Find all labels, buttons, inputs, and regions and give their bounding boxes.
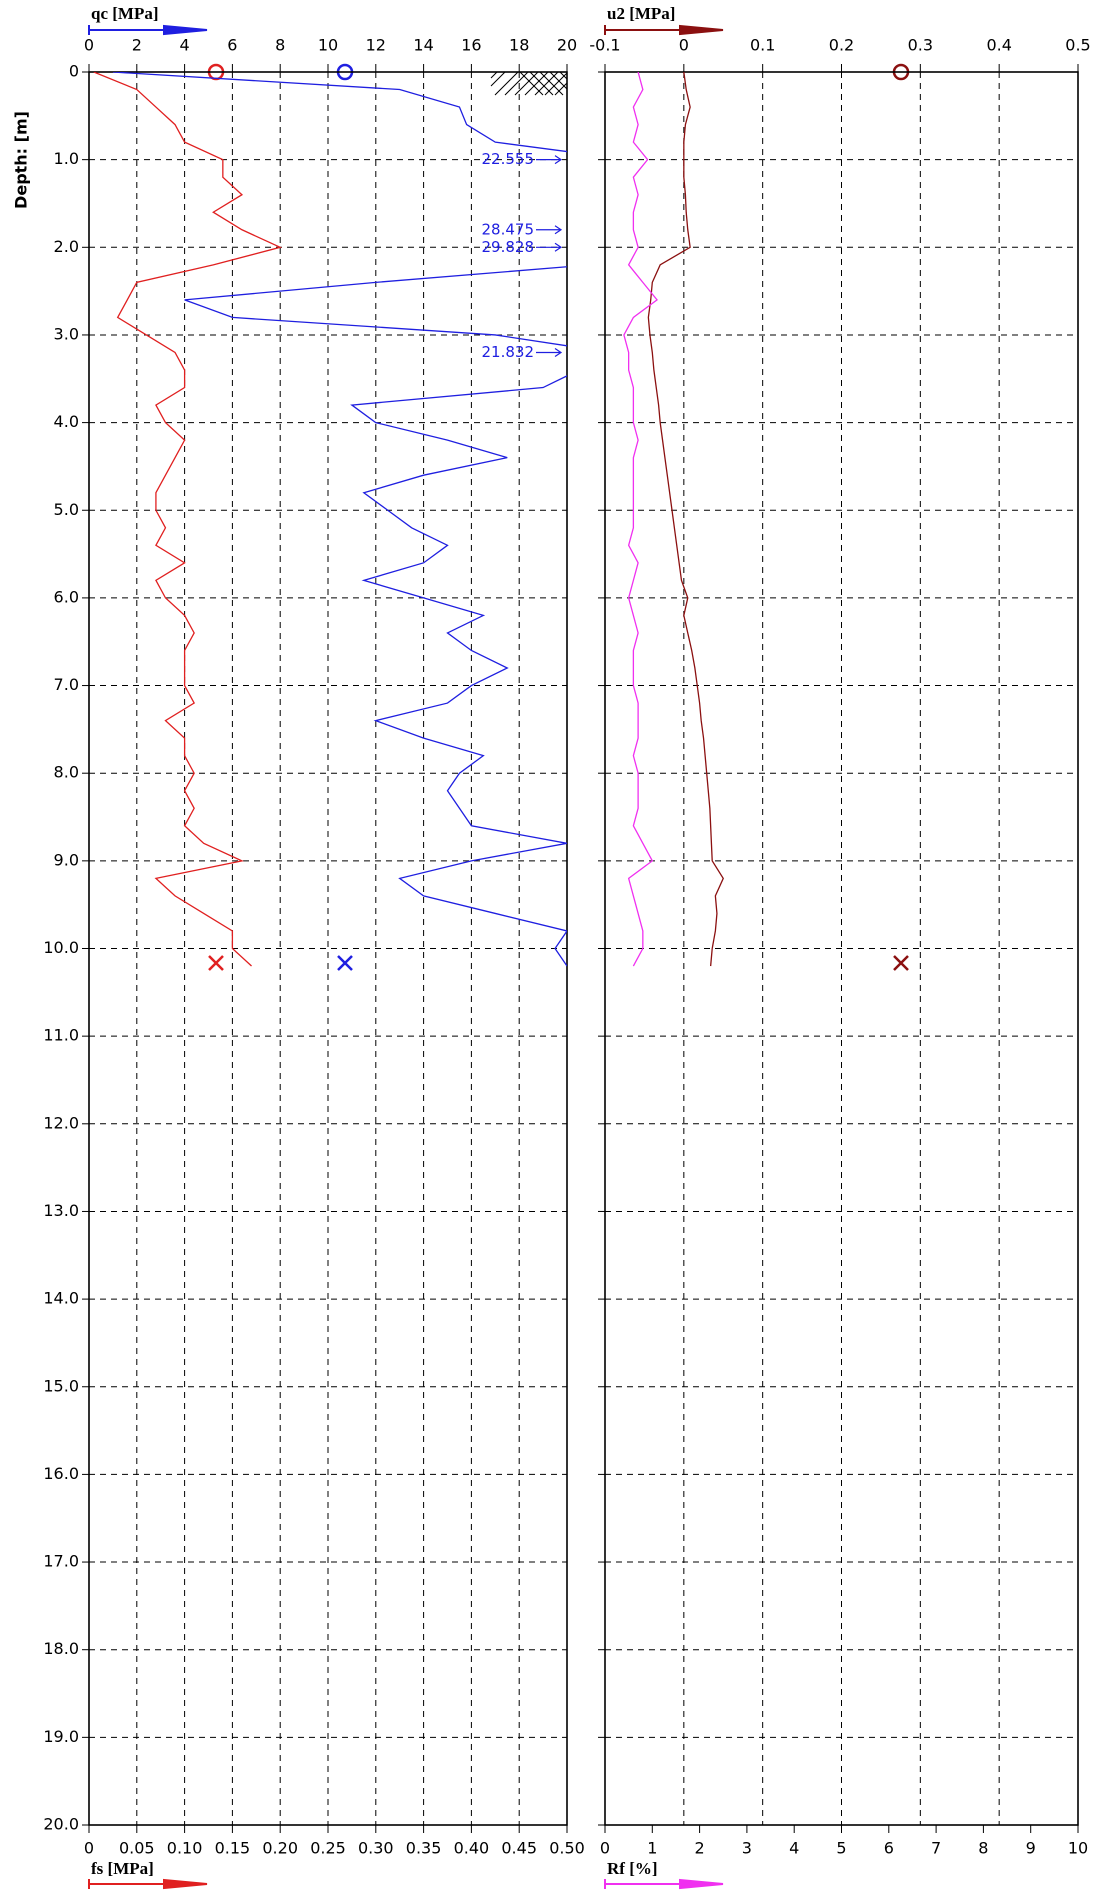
bottom-tick-label: 0	[84, 1839, 94, 1858]
bottom-tick-label: 3	[742, 1839, 752, 1858]
y-tick-label: 4.0	[54, 412, 79, 431]
bottom-tick-label: 4	[789, 1839, 799, 1858]
top-tick-label: 6	[227, 36, 237, 55]
bottom-tick-label: 0	[600, 1839, 610, 1858]
top-tick-label: 0.3	[908, 36, 933, 55]
y-tick-label: 12.0	[43, 1113, 79, 1132]
y-tick-label: 9.0	[54, 850, 79, 869]
y-tick-label: 8.0	[54, 763, 79, 782]
panel-frame	[88, 71, 568, 1826]
y-tick-label: 13.0	[43, 1201, 79, 1220]
bottom-tick-label: 0.35	[406, 1839, 442, 1858]
annotation-arrow	[536, 155, 563, 165]
annotation: 22.555	[482, 150, 535, 168]
series-line	[647, 72, 724, 967]
top-axis-label: qc [MPa]	[91, 4, 159, 23]
bottom-tick-label: 0.40	[454, 1839, 490, 1858]
top-tick-label: 10	[318, 36, 338, 55]
top-tick-label: 0.1	[750, 36, 775, 55]
annotation-arrow	[536, 242, 563, 252]
y-tick-label: 2.0	[54, 237, 79, 256]
bottom-tick-label: 10	[1068, 1839, 1088, 1858]
bottom-tick-label: 0.15	[215, 1839, 251, 1858]
bottom-tick-label: 0.25	[310, 1839, 346, 1858]
bottom-tick-label: 0.50	[549, 1839, 585, 1858]
top-axis-label: u2 [MPa]	[607, 4, 675, 23]
series-group	[93, 72, 567, 967]
top-tick-label: 16	[461, 36, 481, 55]
top-tick-label: 2	[132, 36, 142, 55]
y-tick-label: 16.0	[43, 1464, 79, 1483]
top-tick-label: 0.2	[829, 36, 854, 55]
top-tick-label: 0.4	[986, 36, 1011, 55]
y-tick-label: 7.0	[54, 675, 79, 694]
y-tick-label: 18.0	[43, 1639, 79, 1658]
y-tick-label: 19.0	[43, 1727, 79, 1746]
top-tick-label: 14	[413, 36, 433, 55]
soil-hatch	[490, 71, 568, 96]
bottom-axis-arrow	[604, 1878, 724, 1890]
bottom-tick-label: 7	[931, 1839, 941, 1858]
bottom-tick-label: 2	[695, 1839, 705, 1858]
series-line	[112, 72, 567, 967]
y-tick-label: 10.0	[43, 938, 79, 957]
annotation: 28.475	[482, 220, 535, 238]
annotation: 21.832	[482, 343, 535, 361]
y-tick-label: 0	[69, 62, 79, 81]
y-tick-label: 14.0	[43, 1289, 79, 1308]
series-line	[623, 72, 658, 967]
bottom-tick-label: 0.05	[119, 1839, 155, 1858]
panel-frame	[604, 71, 1079, 1826]
top-tick-label: 0	[84, 36, 94, 55]
top-tick-label: 0	[679, 36, 689, 55]
bottom-tick-label: 8	[978, 1839, 988, 1858]
bottom-tick-label: 6	[884, 1839, 894, 1858]
top-tick-label: 4	[180, 36, 190, 55]
top-tick-label: 0.5	[1065, 36, 1090, 55]
annotation-arrow	[536, 225, 563, 235]
annotation: 29.828	[482, 238, 535, 256]
bottom-tick-label: 9	[1026, 1839, 1036, 1858]
end-markers	[208, 955, 909, 971]
y-tick-label: 6.0	[54, 587, 79, 606]
y-axis-label: Depth: [m]	[12, 111, 31, 209]
top-axis-arrow	[88, 24, 208, 36]
bottom-tick-label: 0.10	[167, 1839, 203, 1858]
annotation-arrow	[536, 347, 563, 357]
y-tick-label: 5.0	[54, 500, 79, 519]
y-tick-label: 15.0	[43, 1376, 79, 1395]
y-tick-label: 1.0	[54, 149, 79, 168]
bottom-tick-label: 0.45	[501, 1839, 537, 1858]
top-tick-label: 12	[366, 36, 386, 55]
series-line	[93, 72, 283, 967]
y-tick-label: 17.0	[43, 1552, 79, 1571]
bottom-tick-label: 1	[647, 1839, 657, 1858]
bottom-axis-label: Rf [%]	[607, 1859, 658, 1878]
series-group	[623, 72, 724, 967]
bottom-axis-arrow	[88, 1878, 208, 1890]
y-tick-label: 11.0	[43, 1026, 79, 1045]
top-tick-label: 8	[275, 36, 285, 55]
top-tick-label: 20	[557, 36, 577, 55]
bottom-tick-label: 5	[836, 1839, 846, 1858]
top-axis-arrow	[604, 24, 724, 36]
top-tick-label: 18	[509, 36, 529, 55]
y-tick-label: 3.0	[54, 324, 79, 343]
y-tick-label: 20.0	[43, 1815, 79, 1834]
bottom-tick-label: 0.30	[358, 1839, 394, 1858]
bottom-axis-label: fs [MPa]	[91, 1859, 154, 1878]
top-tick-label: -0.1	[589, 36, 620, 55]
bottom-tick-label: 0.20	[262, 1839, 298, 1858]
